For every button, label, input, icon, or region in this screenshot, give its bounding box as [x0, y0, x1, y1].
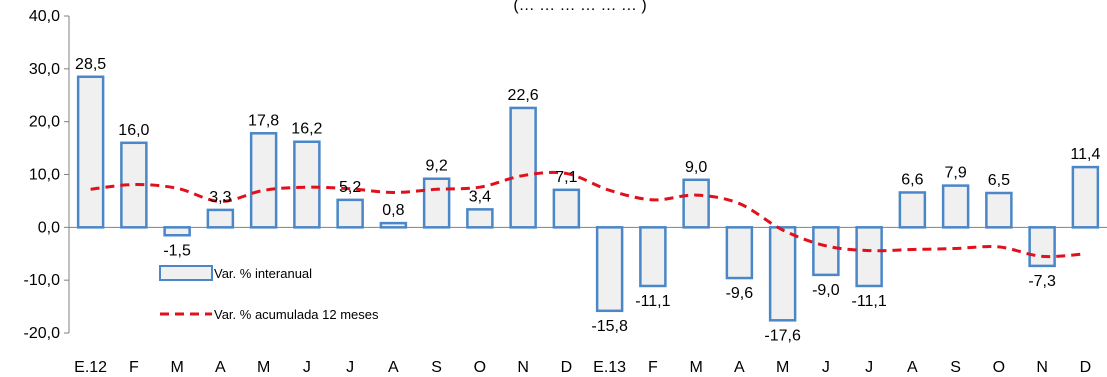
x-tick-label: O [474, 359, 486, 376]
data-label: -11,1 [851, 293, 886, 310]
bar [552, 188, 581, 229]
bar [379, 221, 408, 229]
legend-label-line: Var. % acumulada 12 meses [214, 307, 379, 322]
bar [163, 226, 191, 237]
bar [466, 208, 494, 229]
data-label: -7,3 [1028, 273, 1056, 290]
y-tick-label: 10,0 [29, 167, 60, 184]
x-tick-label: E.13 [593, 359, 626, 376]
x-tick-label: O [993, 359, 1005, 376]
bar-layer [76, 75, 1100, 322]
x-tick-label: J [822, 359, 830, 376]
x-tick-label: N [1036, 359, 1048, 376]
x-tick-label: M [257, 359, 270, 376]
x-tick-label: D [1080, 359, 1092, 376]
x-tick-label: S [950, 359, 961, 376]
data-label: -1,5 [163, 242, 191, 259]
x-tick-label: A [907, 359, 918, 376]
data-label: 16,2 [291, 121, 322, 138]
x-tick-label: M [776, 359, 789, 376]
data-label: 9,2 [426, 158, 448, 175]
x-tick-label: D [561, 359, 573, 376]
data-label: 3,3 [209, 189, 231, 206]
data-label: 22,6 [508, 87, 539, 104]
x-tick-label: A [388, 359, 399, 376]
bar [336, 198, 364, 229]
x-tick-label: J [865, 359, 873, 376]
data-label: -17,6 [764, 327, 801, 344]
bar [1071, 165, 1100, 229]
data-label: 11,4 [1070, 146, 1100, 163]
line-series-acumulada [90, 170, 1086, 259]
bar [768, 226, 797, 322]
x-tick-label: J [346, 359, 354, 376]
y-tick-label: -20,0 [24, 325, 61, 342]
x-tick-label: E.12 [74, 359, 107, 376]
y-tick-label: 30,0 [29, 61, 60, 78]
axis-layer: -20,0 -10,0 0,0 10,0 20,0 30,0 40,0 E.12 F M A M J J A… [24, 8, 1107, 376]
bar [941, 184, 970, 229]
data-label: 9,0 [685, 159, 707, 176]
data-label: 5,2 [339, 179, 361, 196]
bar [293, 140, 321, 229]
y-tick-label: 40,0 [29, 8, 60, 25]
bar [249, 132, 278, 229]
data-label: -11,1 [635, 293, 670, 310]
bar [1028, 226, 1056, 268]
x-tick-label: M [170, 359, 183, 376]
bar [595, 226, 624, 313]
data-label-layer: 28,5 16,0 -1,5 3,3 17,8 16,2 5,2 0,8 9,2 3,4 22,6 7… [75, 56, 1100, 345]
x-tick-label: A [734, 359, 745, 376]
chart-title-fragment: (… … … … … … ) [513, 0, 646, 14]
x-tick-label: N [517, 359, 529, 376]
y-tick-label: 0,0 [38, 219, 60, 236]
bar [985, 191, 1013, 229]
data-label: -15,8 [591, 318, 628, 335]
line-layer [90, 170, 1086, 259]
x-tick-label: F [129, 359, 139, 376]
x-tick-label: F [648, 359, 658, 376]
data-label: 7,1 [555, 169, 577, 186]
x-tick-label: J [303, 359, 311, 376]
bar [206, 208, 235, 229]
data-label: 17,8 [248, 112, 279, 129]
legend: Var. % interanual Var. % acumulada 12 me… [159, 265, 379, 322]
data-label: -9,6 [726, 285, 754, 302]
bar [76, 75, 105, 229]
x-tick-label: A [215, 359, 226, 376]
x-tick-label: M [689, 359, 702, 376]
legend-bar-swatch [159, 265, 213, 281]
data-label: 6,6 [901, 171, 923, 188]
bar [855, 226, 883, 288]
bar [422, 177, 451, 229]
data-label: 28,5 [75, 56, 106, 73]
bar [812, 226, 840, 277]
bar [725, 226, 754, 280]
data-label: 6,5 [988, 172, 1010, 189]
data-label: 7,9 [945, 165, 967, 182]
bar [682, 178, 710, 229]
bar [509, 106, 537, 229]
x-tick-label: S [431, 359, 442, 376]
y-tick-label: -10,0 [24, 272, 61, 289]
bar [898, 191, 927, 229]
bar [639, 226, 667, 288]
data-label: 3,4 [469, 188, 491, 205]
data-label: 0,8 [382, 202, 404, 219]
legend-label-bars: Var. % interanual [214, 266, 312, 281]
data-label: -9,0 [812, 282, 840, 299]
y-tick-label: 20,0 [29, 114, 60, 131]
data-label: 16,0 [118, 122, 149, 139]
